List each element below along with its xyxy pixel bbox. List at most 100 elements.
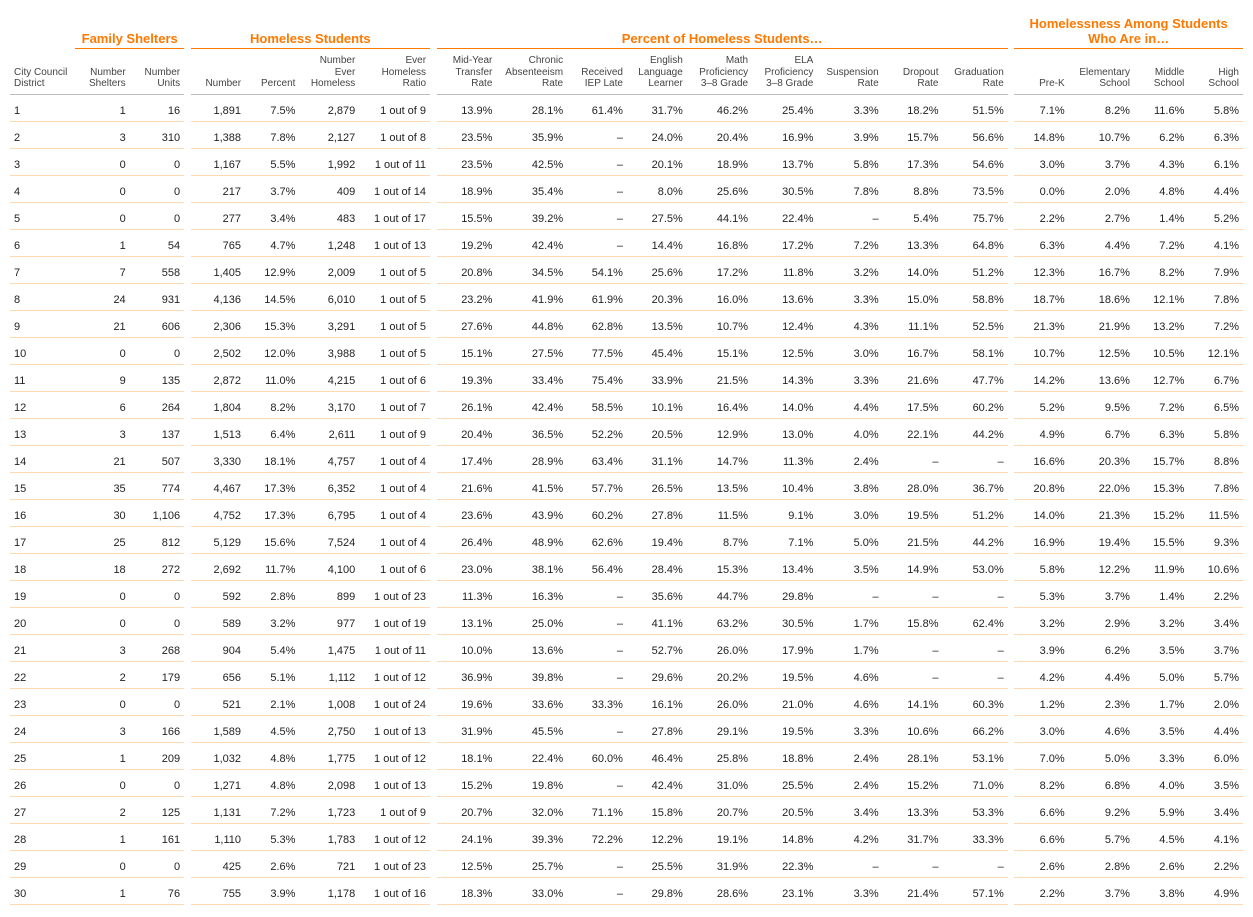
table-cell: 4.9% — [1188, 877, 1243, 904]
table-cell: 46.4% — [627, 742, 687, 769]
table-cell: 4,467 — [191, 472, 245, 499]
table-cell: 19.4% — [1069, 526, 1134, 553]
table-cell: 4.8% — [1134, 175, 1188, 202]
table-cell: 31.9% — [687, 850, 752, 877]
table-cell: 33.0% — [496, 877, 567, 904]
table-row: 2221796565.1%1,1121 out of 1236.9%39.8%–… — [10, 661, 1243, 688]
table-cell: 0 — [75, 175, 129, 202]
table-cell: 3,988 — [299, 337, 359, 364]
table-cell: 4,752 — [191, 499, 245, 526]
table-cell: 11.5% — [1188, 499, 1243, 526]
table-cell: 54 — [130, 229, 184, 256]
table-cell: 2,306 — [191, 310, 245, 337]
table-cell: 52.5% — [942, 310, 1007, 337]
group-homeless-students: Homeless Students — [191, 12, 430, 49]
table-cell: 15.1% — [437, 337, 497, 364]
group-family-shelters: Family Shelters — [75, 12, 184, 49]
table-cell: 6.4% — [245, 418, 299, 445]
table-cell: 12.4% — [752, 310, 817, 337]
table-cell: 1,388 — [191, 121, 245, 148]
table-cell: 1,032 — [191, 742, 245, 769]
table-cell: 5,129 — [191, 526, 245, 553]
table-cell: 47.7% — [942, 364, 1007, 391]
table-cell: 1.2% — [1014, 688, 1068, 715]
table-cell: 4.1% — [1188, 229, 1243, 256]
table-cell: 0 — [130, 769, 184, 796]
table-cell: 9 — [75, 364, 129, 391]
table-cell: 16.7% — [1069, 256, 1134, 283]
table-cell: 3.5% — [1134, 634, 1188, 661]
table-cell: 14.1% — [883, 688, 943, 715]
table-cell: 35 — [75, 472, 129, 499]
table-cell: 179 — [130, 661, 184, 688]
table-cell: 6 — [75, 391, 129, 418]
table-cell: 25.0% — [496, 607, 567, 634]
table-cell: 904 — [191, 634, 245, 661]
table-cell: 8.2% — [245, 391, 299, 418]
table-cell: 4.4% — [1188, 175, 1243, 202]
table-cell: 64.8% — [942, 229, 1007, 256]
table-cell: 10.7% — [1069, 121, 1134, 148]
table-cell: 26.0% — [687, 634, 752, 661]
table-cell: 3.8% — [817, 472, 882, 499]
table-cell: 977 — [299, 607, 359, 634]
table-row: 2132689045.4%1,4751 out of 1110.0%13.6%–… — [10, 634, 1243, 661]
table-cell: 12.5% — [1069, 337, 1134, 364]
table-cell: 54.6% — [942, 148, 1007, 175]
table-cell: 1,248 — [299, 229, 359, 256]
table-cell: 20.1% — [627, 148, 687, 175]
table-cell: 6.6% — [1014, 823, 1068, 850]
table-cell: – — [817, 202, 882, 229]
table-cell: 10.1% — [627, 391, 687, 418]
table-cell: – — [883, 634, 943, 661]
table-cell: 6.6% — [1014, 796, 1068, 823]
table-cell: 33.3% — [942, 823, 1007, 850]
table-cell: 0 — [130, 688, 184, 715]
table-cell: 6.3% — [1134, 418, 1188, 445]
table-cell: – — [883, 850, 943, 877]
table-cell: 4.5% — [1134, 823, 1188, 850]
homeless-students-table: Family Shelters Homeless Students Percen… — [10, 12, 1243, 905]
table-row: 26001,2714.8%2,0981 out of 1315.2%19.8%–… — [10, 769, 1243, 796]
table-cell: 1 — [75, 94, 129, 121]
table-cell: 53.1% — [942, 742, 1007, 769]
table-cell: 15.3% — [687, 553, 752, 580]
table-cell: 16.9% — [1014, 526, 1068, 553]
table-cell: 9.1% — [752, 499, 817, 526]
table-cell: 26.5% — [627, 472, 687, 499]
table-cell: 25.5% — [627, 850, 687, 877]
table-cell: 1 out of 14 — [359, 175, 430, 202]
table-cell: 5.0% — [1069, 742, 1134, 769]
table-cell: 15.1% — [687, 337, 752, 364]
table-cell: 23.1% — [752, 877, 817, 904]
table-cell: 2.2% — [1014, 202, 1068, 229]
table-cell: 12.2% — [1069, 553, 1134, 580]
col-district: City Council District — [10, 49, 75, 95]
table-cell: 71.1% — [567, 796, 627, 823]
table-cell: 28.6% — [687, 877, 752, 904]
table-cell: 1 out of 16 — [359, 877, 430, 904]
table-cell: 44.2% — [942, 418, 1007, 445]
table-cell: 4.6% — [817, 688, 882, 715]
table-cell: 18.2% — [883, 94, 943, 121]
table-cell: 17.9% — [752, 634, 817, 661]
table-cell: 17.3% — [245, 499, 299, 526]
table-cell: 6.3% — [1188, 121, 1243, 148]
table-cell: 1,891 — [191, 94, 245, 121]
table-cell: 1 out of 4 — [359, 499, 430, 526]
table-cell: 63.4% — [567, 445, 627, 472]
table-cell: – — [567, 850, 627, 877]
table-row: 301767553.9%1,1781 out of 1618.3%33.0%–2… — [10, 877, 1243, 904]
table-cell: 8.2% — [1069, 94, 1134, 121]
table-cell: 5.3% — [245, 823, 299, 850]
table-cell: 135 — [130, 364, 184, 391]
table-cell: 15.5% — [1134, 526, 1188, 553]
table-cell: 13.6% — [496, 634, 567, 661]
table-row: 15357744,46717.3%6,3521 out of 421.6%41.… — [10, 472, 1243, 499]
table-cell: 6,010 — [299, 283, 359, 310]
table-cell: 22.1% — [883, 418, 943, 445]
table-row: 16301,1064,75217.3%6,7951 out of 423.6%4… — [10, 499, 1243, 526]
table-cell: 558 — [130, 256, 184, 283]
table-cell: 28.0% — [883, 472, 943, 499]
col-suspension: Suspension Rate — [817, 49, 882, 95]
